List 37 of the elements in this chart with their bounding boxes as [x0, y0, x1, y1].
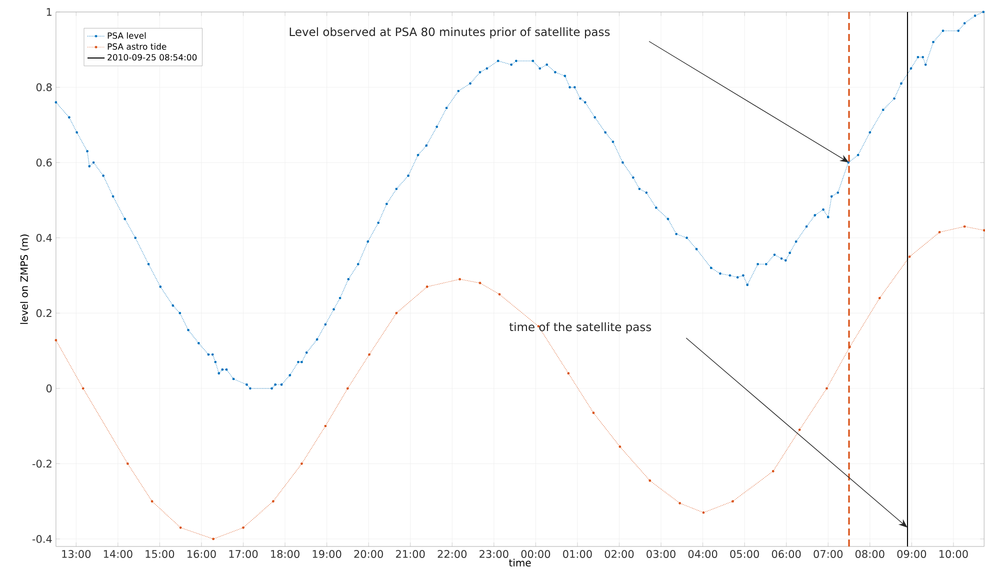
y-tick-label: 0.4 [36, 234, 52, 242]
x-tick-label: 01:00 [563, 550, 592, 558]
y-tick-label: 0 [46, 384, 52, 392]
x-tick-label: 08:00 [855, 550, 884, 558]
x-tick-label: 13:00 [62, 550, 91, 558]
x-tick-label: 07:00 [814, 550, 843, 558]
x-tick-label: 21:00 [396, 550, 425, 558]
legend-label: PSA level [108, 32, 146, 39]
y-tick-label: 0.2 [36, 308, 52, 317]
x-tick-label: 18:00 [271, 550, 300, 558]
x-tick-label: 20:00 [354, 550, 383, 558]
x-tick-label: 03:00 [646, 550, 676, 558]
x-tick-label: 15:00 [146, 550, 174, 558]
y-axis-title: level on ZMPS (m) [20, 234, 30, 324]
x-tick-label: 00:00 [521, 550, 550, 558]
y-tick-label: -0.2 [32, 459, 52, 468]
x-axis-title: time [509, 558, 531, 566]
y-tick-label: -0.4 [32, 534, 52, 543]
x-tick-label: 17:00 [229, 550, 258, 558]
x-tick-label: 23:00 [480, 550, 508, 558]
x-tick-label: 14:00 [104, 550, 132, 558]
y-tick-label: 0.6 [36, 158, 52, 166]
x-tick-label: 09:00 [897, 550, 926, 558]
x-tick-label: 10:00 [939, 550, 968, 558]
x-tick-label: 04:00 [688, 550, 718, 558]
x-tick-label: 19:00 [312, 550, 342, 558]
y-tick-label: 1 [46, 8, 52, 16]
x-tick-label: 05:00 [730, 550, 759, 558]
x-tick-label: 02:00 [604, 550, 634, 558]
x-tick-label: 06:00 [772, 550, 801, 558]
x-tick-label: 22:00 [438, 550, 467, 558]
y-tick-label: 0.8 [36, 83, 52, 92]
annotation: time of the satellite pass [509, 322, 652, 334]
legend-label: 2010-09-25 08:54:00 [108, 54, 197, 60]
legend-label: PSA astro tide [108, 42, 166, 50]
annotation: Level observed at PSA 80 minutes prior of satellite pass [290, 27, 610, 38]
x-tick-label: 16:00 [188, 550, 216, 558]
